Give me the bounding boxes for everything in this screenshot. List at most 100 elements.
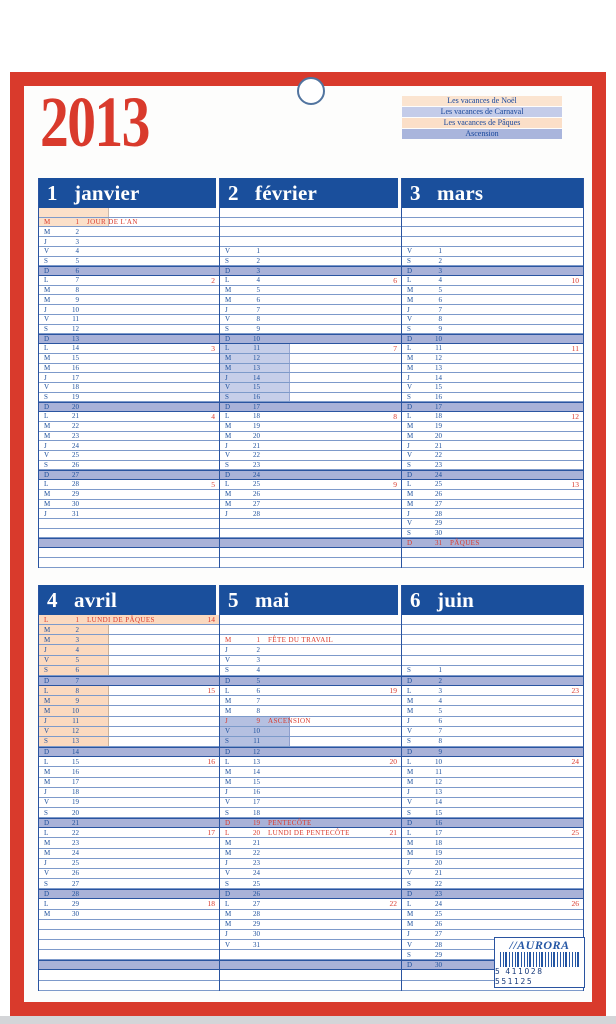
weekday-letter: M — [44, 499, 51, 508]
day-row: V 22 — [220, 450, 401, 461]
weekday-letter: V — [225, 869, 231, 878]
week-number: 2 — [211, 275, 215, 285]
day-number: 17 — [253, 403, 260, 412]
week-number: 9 — [393, 479, 397, 489]
day-number: 20 — [435, 431, 442, 440]
day-row — [220, 217, 401, 228]
day-number: 1 — [438, 666, 443, 675]
weekday-letter: V — [225, 451, 231, 460]
day-row: M 16 — [39, 363, 219, 374]
weekday-letter: D — [407, 748, 413, 757]
day-label-cell: D 16 — [402, 819, 472, 827]
day-label-cell: M 26 — [402, 920, 472, 929]
weekday-letter: M — [44, 778, 51, 787]
day-row: V 18 — [39, 382, 219, 393]
day-number: 12 — [253, 354, 260, 363]
weekday-letter: S — [407, 666, 411, 675]
week-number: 16 — [207, 757, 216, 767]
day-label-cell: M 21 — [220, 838, 290, 847]
day-label-cell: M 30 — [39, 910, 109, 919]
day-label-cell: M 23 — [39, 838, 109, 847]
day-label-cell — [39, 950, 109, 959]
day-number: 22 — [72, 422, 79, 431]
day-row — [39, 528, 219, 539]
day-number: 9 — [256, 324, 261, 333]
day-label-cell: J 13 — [402, 788, 472, 797]
day-label-cell: J 25 — [39, 859, 109, 868]
day-label-cell: S 13 — [39, 736, 109, 747]
day-label-cell: M 19 — [402, 422, 472, 431]
month-name: mars — [437, 180, 484, 205]
day-number: 11 — [72, 717, 79, 726]
weekday-letter: D — [407, 961, 413, 970]
day-label-cell: L 11 — [220, 344, 290, 353]
weekday-letter: J — [225, 646, 228, 655]
day-row: S 26 — [39, 460, 219, 471]
weekday-letter: S — [225, 879, 229, 888]
week-number: 5 — [211, 479, 215, 489]
weekday-letter: D — [225, 471, 231, 480]
month-number: 5 — [228, 587, 239, 612]
day-row: V 10 — [220, 726, 401, 737]
day-number: 15 — [72, 757, 79, 766]
day-label-cell: M 13 — [220, 363, 290, 373]
day-label-cell: J 17 — [39, 373, 109, 382]
day-label-cell: D 12 — [220, 748, 290, 756]
day-number: 14 — [72, 748, 79, 757]
weekday-letter: D — [44, 403, 50, 412]
day-row — [402, 548, 583, 558]
week-number: 14 — [207, 615, 216, 625]
day-row: J 20 — [402, 858, 583, 869]
day-label-cell: V 31 — [220, 940, 290, 949]
day-label-cell: J 14 — [402, 373, 472, 382]
day-number: 28 — [253, 910, 260, 919]
day-row: J 17 — [39, 373, 219, 383]
weekday-letter: S — [44, 737, 48, 746]
day-number: 5 — [256, 286, 261, 295]
weekday-letter: J — [225, 509, 228, 518]
day-row: M 26 — [402, 489, 583, 500]
day-number: 28 — [72, 890, 79, 899]
day-number: 27 — [435, 930, 442, 939]
weekday-letter: J — [44, 788, 47, 797]
day-number: 29 — [72, 899, 79, 908]
day-row: V 17 — [220, 797, 401, 808]
week-number: 25 — [571, 828, 580, 838]
weekday-letter: D — [407, 471, 413, 480]
weekday-letter: V — [407, 519, 413, 528]
day-label-cell — [220, 548, 290, 557]
day-row: D 31 PÂQUES — [402, 538, 583, 549]
day-row: J 28 — [402, 509, 583, 519]
day-label-cell: S 15 — [402, 808, 472, 817]
day-row — [402, 615, 583, 626]
weekday-letter: D — [44, 748, 50, 757]
weekday-letter: S — [44, 879, 48, 888]
day-number: 15 — [435, 808, 442, 817]
day-number: 4 — [438, 696, 443, 705]
weekday-letter: M — [44, 910, 51, 919]
day-number: 25 — [72, 451, 79, 460]
weekday-letter: L — [225, 276, 230, 285]
day-number: 28 — [435, 509, 442, 518]
day-label-cell: L 22 — [39, 828, 109, 837]
day-number: 8 — [438, 315, 443, 324]
day-number: 12 — [72, 727, 79, 736]
day-number: 24 — [435, 899, 442, 908]
weekday-letter: M — [44, 363, 51, 372]
day-row: L 20 LUNDI DE PENTECÔTE 21 — [220, 828, 401, 839]
day-label-cell: J 16 — [220, 788, 290, 797]
day-row: S 19 — [39, 392, 219, 403]
month-mars: 3 mars V 1 S 2 D 3 L 4 10 M 5 M 6 J 7 V 8 S 9 D 10 L 11 11 M 12 M 13 J… — [402, 178, 584, 568]
day-label-cell — [39, 548, 109, 557]
day-row: L 18 8 — [220, 412, 401, 422]
day-number: 24 — [435, 471, 442, 480]
